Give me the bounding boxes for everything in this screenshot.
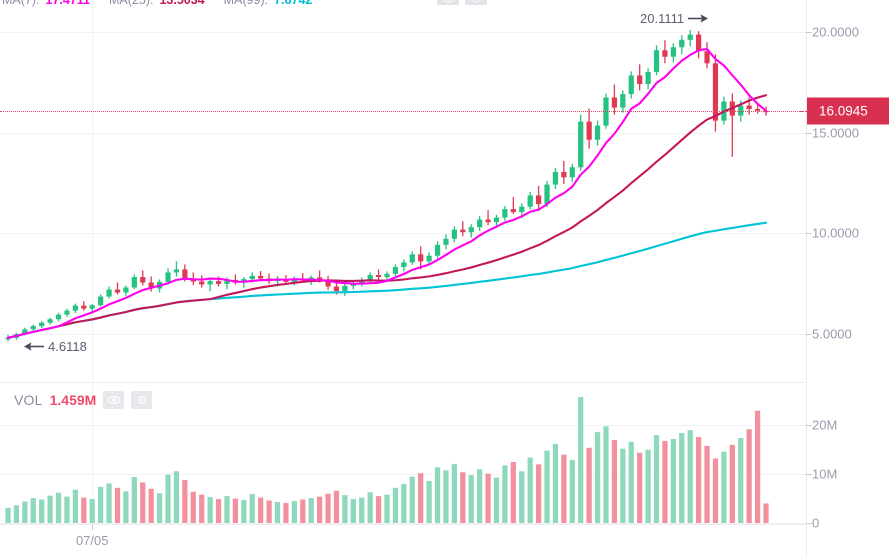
price-gridline xyxy=(0,132,806,134)
price-gridline xyxy=(0,32,806,34)
low-price-label: 4.6118 xyxy=(48,339,87,354)
price-gridline xyxy=(0,233,806,235)
volume-gridline xyxy=(0,474,806,476)
price-axis-label: 20.0000 xyxy=(812,24,859,40)
price-axis-tick xyxy=(806,32,812,34)
bottom-separator xyxy=(0,524,806,525)
time-gridline xyxy=(92,0,94,382)
volume-pane[interactable] xyxy=(0,383,806,524)
price-gridline xyxy=(0,333,806,335)
low-price-annotation: 4.6118 xyxy=(23,339,87,354)
time-axis-label: 07/05 xyxy=(75,533,109,548)
volume-axis-label: 10M xyxy=(812,466,838,482)
volume-gridline xyxy=(0,425,806,427)
pane-separator xyxy=(0,382,806,383)
volume-header: VOL 1.459M xyxy=(14,391,153,409)
legend-value-ma7: 17.4711 xyxy=(45,0,91,7)
candlestick-plot xyxy=(5,29,769,342)
axis-separator xyxy=(806,0,807,558)
arrow-right-icon xyxy=(687,12,709,25)
price-axis-tick xyxy=(806,333,812,335)
settings-icon[interactable] xyxy=(465,0,487,5)
high-price-label: 20.1111 xyxy=(640,11,685,26)
legend-buttons xyxy=(437,0,487,5)
legend-value-ma99: 7.8742 xyxy=(274,0,313,7)
volume-axis-tick xyxy=(806,474,812,476)
settings-icon[interactable] xyxy=(131,391,153,409)
eye-icon[interactable] xyxy=(103,391,125,409)
eye-icon[interactable] xyxy=(437,0,459,5)
volume-gridline xyxy=(0,523,806,524)
current-price-tick xyxy=(800,110,808,112)
volume-axis-tick xyxy=(806,523,812,524)
time-gridline xyxy=(92,383,94,524)
volume-axis-label: 20M xyxy=(812,417,838,433)
legend-value-ma25: 13.5034 xyxy=(159,0,205,7)
price-axis-tick xyxy=(806,132,812,134)
volume-value: 1.459M xyxy=(49,392,97,408)
price-axis-label: 10.0000 xyxy=(812,225,859,241)
time-axis-tick xyxy=(92,525,94,530)
legend-key-ma25: MA(25): xyxy=(109,0,154,7)
price-pane[interactable] xyxy=(0,0,806,382)
legend-key-ma7: MA(7): xyxy=(2,0,40,7)
volume-axis-tick xyxy=(806,425,812,427)
price-axis-label: 5.0000 xyxy=(812,326,852,342)
price-axis-tick xyxy=(806,233,812,235)
indicator-legend: MA(7): 17.4711 MA(25): 13.5034 MA(99): 7… xyxy=(0,0,889,9)
volume-plot xyxy=(5,396,769,523)
legend-key-ma99: MA(99): xyxy=(223,0,269,7)
current-price-line xyxy=(0,110,806,112)
high-price-annotation: 20.1111 xyxy=(640,11,709,26)
current-price-badge[interactable]: 16.0945 xyxy=(807,97,889,125)
volume-label: VOL xyxy=(14,392,43,408)
arrow-left-icon xyxy=(23,340,45,353)
price-axis-label: 15.0000 xyxy=(812,125,859,141)
volume-axis-label: 0 xyxy=(812,515,820,531)
